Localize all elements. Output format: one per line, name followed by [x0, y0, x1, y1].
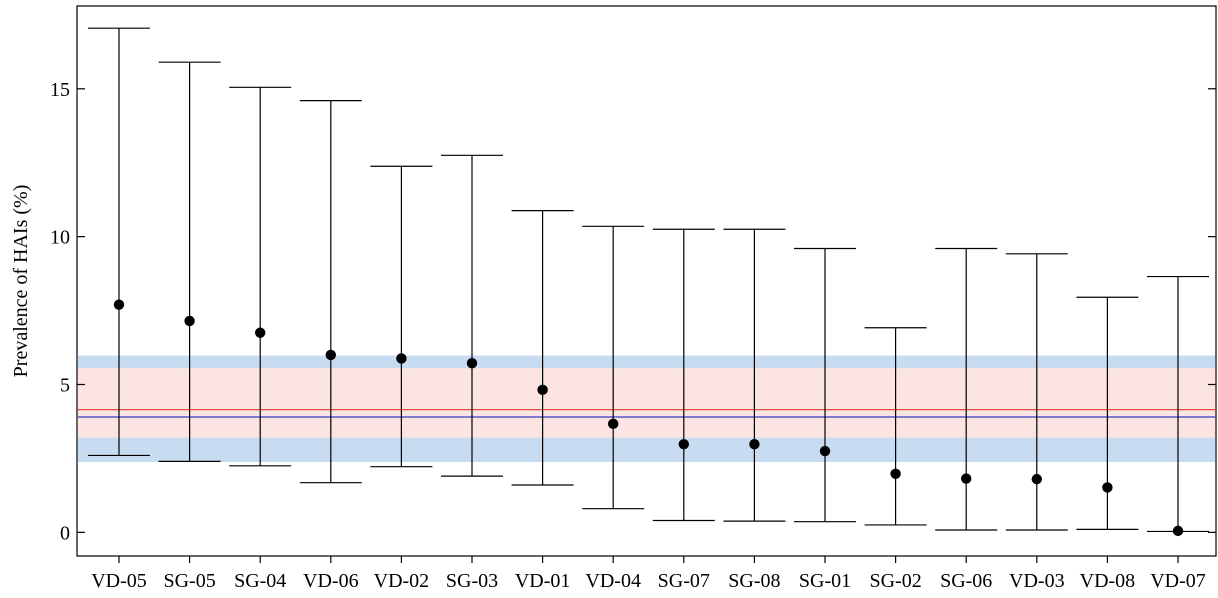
point-vd-05: [113, 299, 125, 310]
x-tick-label-sg-04: SG-04: [234, 570, 286, 592]
point-sg-08: [749, 439, 760, 450]
x-tick-label-sg-08: SG-08: [728, 570, 780, 592]
plot-frame: [76, 5, 1217, 557]
point-vd-06: [325, 349, 336, 361]
point-sg-02: [890, 468, 901, 479]
y-tick-label-5: 5: [60, 374, 70, 396]
point-sg-01: [819, 445, 831, 457]
x-tick-label-vd-08: VD-08: [1080, 570, 1136, 592]
y-axis: 0 5 10 15: [50, 79, 1216, 544]
point-vd-02: [396, 353, 407, 364]
x-tick-label-vd-02: VD-02: [374, 570, 430, 592]
x-tick-label-vd-06: VD-06: [303, 570, 359, 592]
x-tick-label-vd-03: VD-03: [1009, 570, 1065, 592]
y-tick-label-0: 0: [60, 522, 70, 544]
reference-lines: [78, 408, 1215, 418]
point-sg-06: [961, 473, 972, 484]
x-tick-label-vd-01: VD-01: [515, 570, 571, 592]
point-sg-04: [255, 327, 266, 338]
x-tick-label-sg-01: SG-01: [799, 570, 851, 592]
x-tick-label-vd-07: VD-07: [1150, 570, 1206, 592]
point-vd-07: [1172, 525, 1184, 537]
y-tick-label-15: 15: [50, 79, 70, 101]
reference-band-2: [78, 368, 1215, 438]
x-tick-label-sg-06: SG-06: [940, 570, 992, 592]
point-vd-03: [1031, 473, 1043, 485]
point-sg-03: [466, 358, 478, 369]
point-sg-07: [678, 439, 689, 450]
x-tick-label-sg-02: SG-02: [869, 570, 921, 592]
x-tick-label-sg-03: SG-03: [446, 570, 498, 592]
data-points: [113, 299, 1184, 537]
y-axis-title: Prevalence of HAIs (%): [10, 185, 32, 378]
x-tick-label-vd-04: VD-04: [585, 570, 641, 592]
x-tick-label-sg-05: SG-05: [163, 570, 215, 592]
point-sg-05: [184, 315, 195, 327]
point-vd-01: [537, 384, 548, 396]
point-vd-04: [608, 418, 619, 430]
y-tick-label-10: 10: [50, 227, 70, 249]
reference-bands: [78, 355, 1215, 462]
point-vd-08: [1102, 482, 1113, 493]
x-tick-label-sg-07: SG-07: [658, 570, 710, 592]
x-axis: VD-05 SG-05 SG-04 VD-06 VD-02 SG-03 VD-01 VD-04…: [91, 556, 1206, 592]
x-tick-label-vd-05: VD-05: [91, 570, 147, 592]
